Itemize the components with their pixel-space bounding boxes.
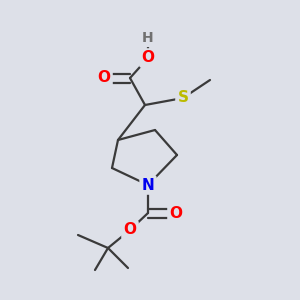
Text: N: N bbox=[142, 178, 154, 193]
Text: O: O bbox=[142, 50, 154, 65]
Text: O: O bbox=[169, 206, 182, 220]
Text: O: O bbox=[98, 70, 110, 86]
Text: H: H bbox=[142, 31, 154, 45]
Text: S: S bbox=[178, 91, 188, 106]
Text: O: O bbox=[124, 223, 136, 238]
